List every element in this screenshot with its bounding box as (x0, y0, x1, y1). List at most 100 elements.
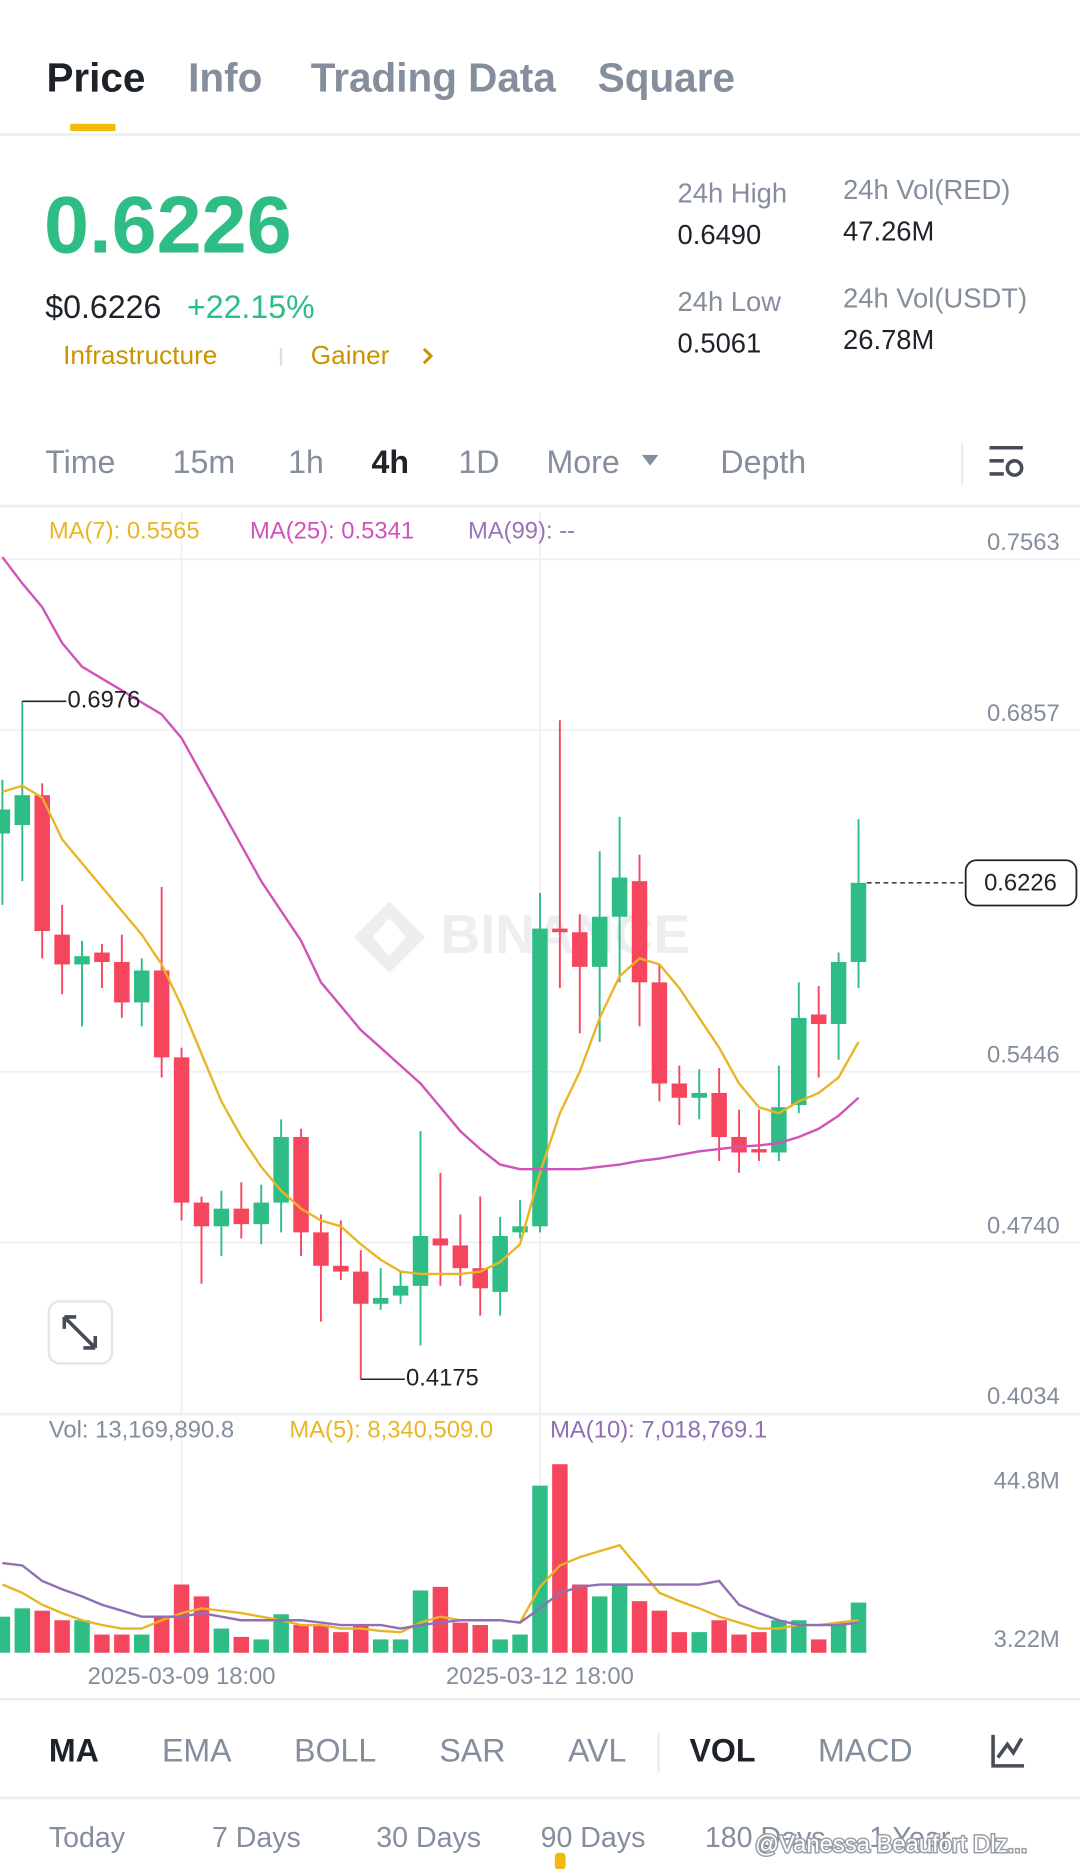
candle-body (293, 1136, 309, 1233)
price-tag-label: 0.6226 (984, 869, 1057, 896)
volume-bar (671, 1632, 688, 1653)
volume-bar (134, 1634, 150, 1653)
volume-bar (233, 1636, 250, 1653)
period[interactable]: 30 Days (376, 1822, 481, 1854)
last-price: 0.6226 (44, 180, 292, 270)
tab[interactable]: Info (188, 55, 262, 101)
stat-value: 0.6490 (678, 219, 762, 250)
volume-bar (512, 1634, 528, 1653)
indicator[interactable]: SAR (439, 1732, 505, 1768)
volume-bar (313, 1625, 329, 1653)
ma-line (1, 556, 860, 1171)
stat-label: 24h Vol(RED) (843, 174, 1010, 205)
indicator[interactable]: EMA (162, 1732, 232, 1768)
author-watermark: @Vanessa Beaufort Dlz... (755, 1831, 1027, 1858)
candle-body (34, 795, 50, 932)
indicator[interactable]: BOLL (294, 1732, 376, 1768)
legend-entry: MA(10): 7,018,769.1 (550, 1417, 767, 1444)
candle-body (611, 877, 628, 917)
y-tick-label: 0.4740 (987, 1212, 1060, 1239)
indicator[interactable]: AVL (568, 1732, 626, 1768)
volume-bar (253, 1639, 269, 1653)
indicator-settings-icon[interactable] (991, 1734, 1025, 1768)
period[interactable]: 180 Days (705, 1822, 826, 1854)
price-usd: $0.6226 (45, 289, 161, 325)
volume-bar (193, 1596, 210, 1653)
volume-bar (591, 1596, 608, 1653)
tab[interactable]: Trading Data (311, 55, 557, 101)
candle-body (711, 1092, 727, 1137)
x-tick-label: 2025-03-09 18:00 (88, 1663, 276, 1690)
candle-body (532, 928, 548, 1227)
candle-body (412, 1235, 429, 1286)
tab[interactable]: Square (598, 55, 735, 101)
period[interactable]: 90 Days (541, 1822, 646, 1854)
candle-body (0, 809, 11, 834)
interval[interactable]: More (547, 444, 620, 480)
ma-line (2, 784, 860, 1276)
volume-bar (452, 1622, 469, 1653)
volume-bar (34, 1610, 50, 1653)
candle-body (591, 916, 608, 967)
stat-label: 24h Low (678, 286, 782, 317)
candle-body (372, 1297, 389, 1304)
volume-bar (353, 1625, 369, 1653)
candle-body (94, 952, 110, 962)
tag[interactable]: Gainer (311, 340, 390, 370)
candle-body (134, 970, 150, 1003)
candle-body (432, 1238, 449, 1246)
volume-bar (372, 1639, 389, 1653)
volume-legend: Vol: 13,169,890.8 (49, 1417, 234, 1444)
interval[interactable]: 4h (372, 444, 410, 480)
tab[interactable]: Price (46, 55, 145, 101)
interval[interactable]: Depth (720, 444, 806, 480)
volume-bar (293, 1625, 309, 1653)
candle-body (74, 956, 90, 965)
candle-body (731, 1136, 747, 1153)
candle-body (452, 1245, 469, 1269)
volume-bar (213, 1628, 230, 1653)
stat-label: 24h Vol(USDT) (843, 282, 1027, 313)
x-tick-label: 2025-03-12 18:00 (446, 1663, 634, 1690)
stat-value: 0.5061 (678, 328, 762, 359)
candle-body (512, 1226, 528, 1233)
interval[interactable]: 15m (173, 444, 236, 480)
candle-body (193, 1202, 210, 1227)
candle-body (751, 1149, 767, 1153)
settings-icon[interactable] (989, 445, 1024, 477)
volume-bar (691, 1632, 707, 1653)
interval[interactable]: Time (45, 444, 115, 480)
indicator[interactable]: MACD (818, 1732, 913, 1768)
candle-body (233, 1208, 250, 1225)
price-tag (964, 859, 1078, 907)
candle-body (671, 1083, 688, 1098)
candle-body (651, 982, 668, 1084)
candle-body (253, 1202, 269, 1225)
dropdown-icon (641, 454, 659, 466)
period[interactable]: 1 Year (869, 1822, 951, 1854)
stat-label: 24h High (678, 178, 788, 209)
volume-bar (751, 1632, 767, 1653)
tag[interactable]: Infrastructure (63, 340, 217, 370)
period[interactable]: Today (49, 1822, 126, 1854)
candle-body (173, 1057, 190, 1203)
interval[interactable]: 1D (458, 444, 499, 480)
candle-body (273, 1136, 289, 1203)
interval[interactable]: 1h (288, 444, 324, 480)
expand-button[interactable] (47, 1300, 114, 1365)
indicator[interactable]: MA (49, 1732, 99, 1768)
candle-body (492, 1235, 508, 1292)
volume-bar (492, 1639, 508, 1653)
volume-bar (711, 1620, 727, 1653)
price-change: +22.15% (187, 289, 315, 325)
indicator[interactable]: VOL (689, 1732, 755, 1768)
volume-bar (572, 1584, 588, 1653)
low-label: 0.4175 (406, 1365, 479, 1392)
period[interactable]: 7 Days (212, 1822, 301, 1854)
legend-entry: MA(25): 0.5341 (250, 518, 414, 545)
volume-bar (333, 1632, 349, 1653)
y-tick-label: 44.8M (994, 1467, 1060, 1494)
volume-bar (532, 1485, 548, 1653)
volume-bar (54, 1620, 70, 1653)
